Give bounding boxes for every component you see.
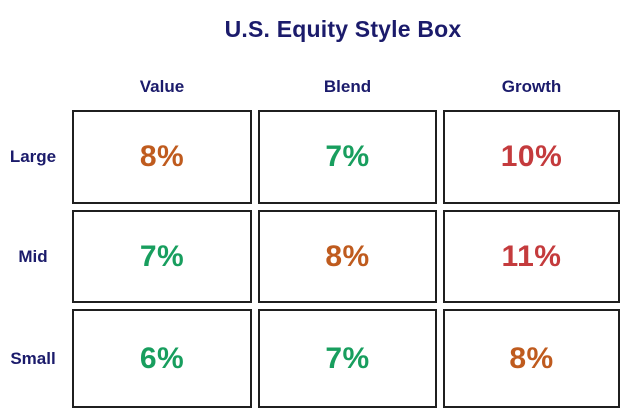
- column-header-blend: Blend: [323, 77, 372, 96]
- row-label-mid: Mid: [18, 246, 48, 266]
- cell-value: 8%: [509, 341, 554, 375]
- style-box-grid: Value Blend Growth Large 8% 7% 10% Mid 7…: [0, 70, 620, 408]
- cell-value: 7%: [325, 341, 370, 375]
- cell-mid-growth: 11%: [443, 210, 620, 303]
- cell-value: 10%: [500, 140, 563, 173]
- cell-large-blend: 7%: [258, 110, 437, 204]
- cell-large-value: 8%: [72, 110, 252, 204]
- cell-mid-blend: 8%: [258, 210, 437, 303]
- row-label-small: Small: [10, 348, 56, 368]
- cell-small-value: 6%: [72, 309, 252, 408]
- cell-small-growth: 8%: [443, 309, 620, 408]
- cell-value: 6%: [139, 341, 185, 375]
- cell-mid-value: 7%: [72, 210, 252, 303]
- column-header-value: Value: [139, 77, 185, 96]
- cell-small-blend: 7%: [258, 309, 437, 408]
- cell-large-growth: 10%: [443, 110, 620, 204]
- column-header-growth: Growth: [501, 77, 562, 96]
- cell-value: 8%: [139, 140, 185, 173]
- row-label-large: Large: [9, 147, 57, 166]
- cell-value: 11%: [501, 239, 562, 273]
- cell-value: 7%: [139, 239, 185, 273]
- grid-corner-spacer: [0, 70, 66, 104]
- cell-value: 8%: [325, 239, 370, 273]
- cell-value: 7%: [325, 140, 370, 173]
- chart-title: U.S. Equity Style Box: [224, 16, 462, 42]
